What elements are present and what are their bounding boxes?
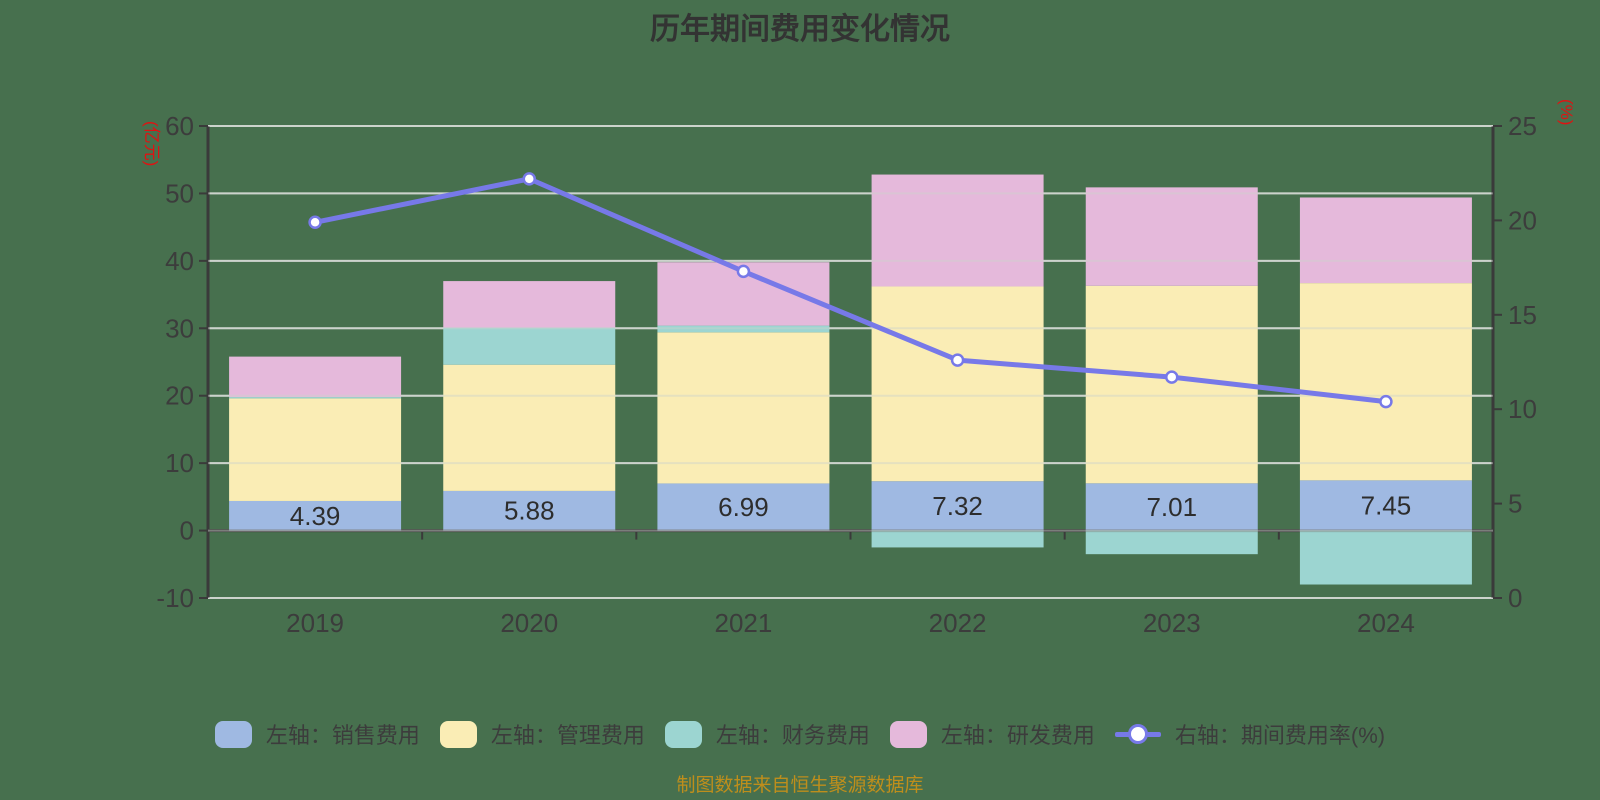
legend: 左轴：销售费用 左轴：管理费用 左轴：财务费用 左轴：研发费用 右轴：期间费用率(%) (0, 713, 1600, 755)
line-point-2022[interactable] (950, 353, 965, 367)
legend-label-rd: 左轴：研发费用 (940, 723, 1095, 748)
line-marker-icon (1114, 721, 1161, 748)
y-axis-left-label: -10 (156, 583, 194, 613)
bar-value-label: 7.32 (932, 491, 983, 521)
bar-segment-2023-rd[interactable] (1085, 187, 1258, 286)
x-axis-label: 2024 (1357, 608, 1415, 638)
x-axis-label: 2023 (1143, 608, 1201, 638)
bar-segment-2021-admin[interactable] (657, 332, 830, 484)
bar-segment-2020-admin[interactable] (443, 364, 616, 491)
bar-segment-2022-sales[interactable] (871, 481, 1044, 531)
bar-segment-2022-finance[interactable] (871, 530, 1044, 548)
bar-value-label: 6.99 (718, 492, 769, 522)
bar-segment-2022-admin[interactable] (871, 286, 1044, 482)
y-axis-left-label: 20 (165, 381, 194, 411)
bar-segment-2021-sales[interactable] (657, 483, 830, 531)
y-axis-right-label: 10 (1508, 394, 1537, 424)
y-axis-left-label: 30 (165, 313, 194, 343)
y-axis-left-label: 0 (180, 516, 194, 546)
y-axis-right-label: 15 (1508, 300, 1537, 330)
bar-segment-2024-finance[interactable] (1299, 530, 1472, 585)
bar-segment-2020-rd[interactable] (443, 281, 616, 328)
bar-segment-2024-sales[interactable] (1299, 480, 1472, 531)
x-axis-label: 2022 (929, 608, 987, 638)
bar-value-label: 4.39 (290, 501, 341, 531)
bar-value-label: 7.45 (1361, 490, 1412, 520)
bar-value-label: 7.01 (1146, 492, 1197, 522)
line-point-2020[interactable] (522, 172, 536, 186)
y-axis-right-label: 0 (1508, 583, 1522, 613)
bar-segment-2019-rd[interactable] (229, 356, 402, 398)
bar-segment-2022-rd[interactable] (871, 174, 1044, 287)
y-axis-left-label: 60 (165, 111, 194, 141)
admin-swatch-icon (439, 720, 477, 748)
bar-segment-2023-finance[interactable] (1085, 530, 1258, 555)
bar-segment-2024-rd[interactable] (1299, 197, 1472, 284)
y-axis-right-label: 5 (1508, 489, 1522, 519)
left-axis-name: (亿元) (142, 121, 161, 166)
legend-item-rd[interactable]: 左轴：研发费用 (889, 718, 1095, 750)
line-point-2023[interactable] (1165, 370, 1179, 384)
x-axis-label: 2021 (714, 608, 772, 638)
chart-title: 历年期间费用变化情况 (650, 13, 950, 46)
bar-segment-2023-sales[interactable] (1085, 483, 1258, 531)
y-axis-right-label: 20 (1508, 205, 1537, 235)
finance-swatch-icon (664, 720, 702, 748)
line-point-2021[interactable] (736, 264, 751, 279)
legend-label-rate: 右轴：期间费用率(%) (1174, 723, 1386, 748)
bar-value-label: 5.88 (504, 496, 555, 526)
line-marker-dot (1127, 724, 1148, 744)
y-axis-left-label: 50 (165, 178, 194, 208)
right-axis-name: (%) (1557, 99, 1576, 125)
legend-item-finance[interactable]: 左轴：财务费用 (664, 718, 870, 750)
bar-segment-2024-admin[interactable] (1299, 283, 1472, 481)
y-axis-left-label: 40 (165, 246, 194, 276)
legend-label-admin: 左轴：管理费用 (490, 723, 645, 748)
line-point-2019[interactable] (308, 215, 322, 230)
legend-label-sales: 左轴：销售费用 (265, 723, 420, 748)
legend-item-rate[interactable]: 右轴：期间费用率(%) (1114, 718, 1386, 750)
bar-segment-2019-admin[interactable] (229, 398, 402, 501)
bar-segment-2020-finance[interactable] (443, 327, 616, 365)
rd-swatch-icon (889, 720, 927, 748)
y-axis-left-label: 10 (165, 448, 194, 478)
sales-swatch-icon (214, 720, 252, 748)
legend-item-admin[interactable]: 左轴：管理费用 (439, 718, 645, 750)
x-axis-label: 2020 (500, 608, 558, 638)
bar-segment-2021-finance[interactable] (657, 325, 830, 333)
footer-note: 制图数据来自恒生聚源数据库 (676, 775, 924, 796)
y-axis-right-label: 25 (1508, 111, 1537, 141)
bar-segment-2020-sales[interactable] (443, 490, 616, 531)
bar-segment-2019-sales[interactable] (229, 500, 402, 531)
line-point-2024[interactable] (1379, 394, 1393, 409)
bar-segment-2019-finance[interactable] (229, 397, 402, 399)
rate-line (312, 176, 1389, 405)
legend-label-finance: 左轴：财务费用 (715, 723, 870, 748)
x-axis-label: 2019 (286, 608, 344, 638)
legend-item-sales[interactable]: 左轴：销售费用 (214, 718, 420, 750)
